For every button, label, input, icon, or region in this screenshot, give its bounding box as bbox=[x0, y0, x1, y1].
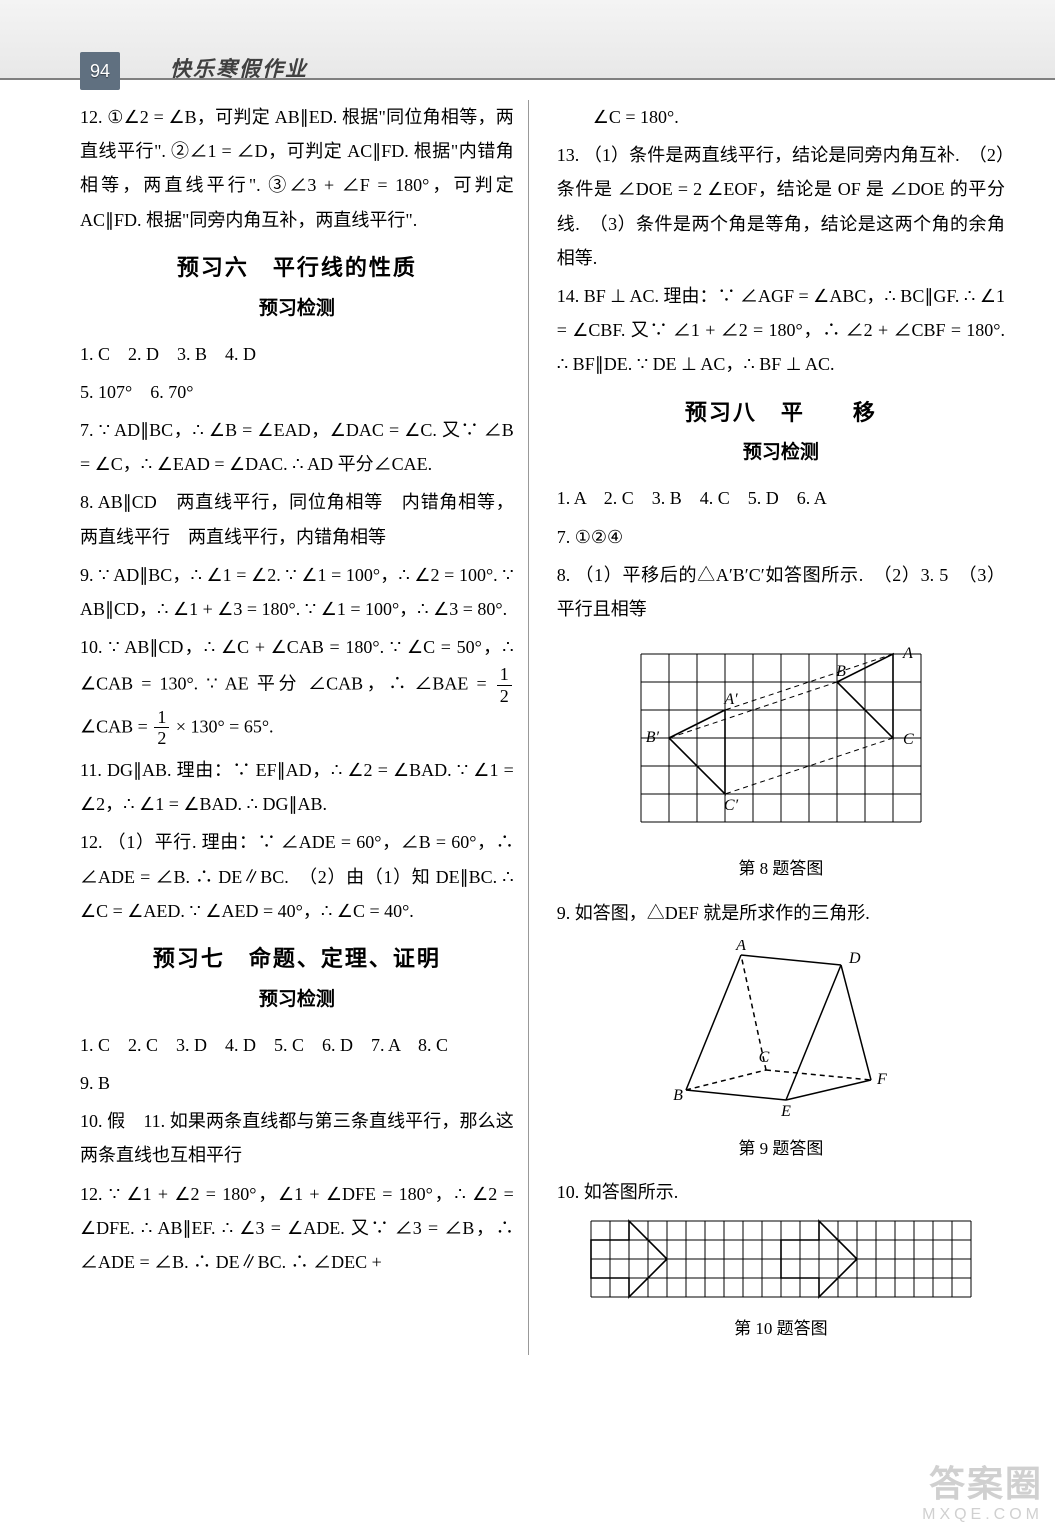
left-column: 12. ①∠2 = ∠B，可判定 AB∥ED. 根据"同位角相等，两直线平行".… bbox=[80, 100, 529, 1355]
frac-half-1: 12 bbox=[497, 664, 512, 706]
fig10-svg bbox=[589, 1219, 973, 1299]
watermark: 答案圈 MXQE.COM bbox=[922, 1462, 1043, 1524]
svg-text:A: A bbox=[735, 940, 746, 954]
fig8-svg: A B C A′ B′ C′ bbox=[623, 636, 939, 840]
figure-9: A B C D E F 第 9 题答图 bbox=[557, 940, 1005, 1165]
s7-q10-11: 10. 假 11. 如果两条直线都与第三条直线平行，那么这两条直线也互相平行 bbox=[80, 1104, 514, 1172]
book-title: 快乐寒假作业 bbox=[170, 50, 308, 90]
s8-q9: 9. 如答图，△DEF 就是所求作的三角形. bbox=[557, 896, 1005, 930]
s6-q10-a: 10. ∵ AB∥CD，∴ ∠C + ∠CAB = 180°. ∵ ∠C = 5… bbox=[80, 637, 514, 694]
svg-text:C: C bbox=[903, 731, 914, 748]
svg-text:F: F bbox=[876, 1071, 887, 1088]
svg-text:B′: B′ bbox=[646, 729, 660, 746]
svg-text:C′: C′ bbox=[724, 797, 739, 814]
figure-10: 第 10 题答图 bbox=[557, 1219, 1005, 1344]
s7-line2: 9. B bbox=[80, 1066, 514, 1100]
page-body: 12. ①∠2 = ∠B，可判定 AB∥ED. 根据"同位角相等，两直线平行".… bbox=[0, 80, 1055, 1385]
s8-q10: 10. 如答图所示. bbox=[557, 1175, 1005, 1209]
s7-q12: 12. ∵ ∠1 + ∠2 = 180°，∠1 + ∠DFE = 180°，∴ … bbox=[80, 1177, 514, 1280]
svg-text:A: A bbox=[902, 645, 913, 662]
s6-q11: 11. DG∥AB. 理由：∵ EF∥AD，∴ ∠2 = ∠BAD. ∵ ∠1 … bbox=[80, 753, 514, 821]
watermark-small: MXQE.COM bbox=[922, 1505, 1043, 1524]
section8-title: 预习八 平 移 bbox=[557, 392, 1005, 434]
svg-text:D: D bbox=[848, 950, 861, 967]
s6-q7: 7. ∵ AD∥BC，∴ ∠B = ∠EAD，∠DAC = ∠C. 又∵ ∠B … bbox=[80, 413, 514, 481]
s8-line1: 1. A 2. C 3. B 4. C 5. D 6. A bbox=[557, 481, 1005, 515]
s6-line1: 1. C 2. D 3. B 4. D bbox=[80, 337, 514, 371]
s8-line2: 7. ①②④ bbox=[557, 520, 1005, 554]
fig9-caption: 第 9 题答图 bbox=[557, 1133, 1005, 1165]
s6-line2: 5. 107° 6. 70° bbox=[80, 375, 514, 409]
s8-q8: 8. （1）平移后的△A′B′C′如答图所示. （2）3. 5 （3）平行且相等 bbox=[557, 558, 1005, 626]
svg-text:C: C bbox=[759, 1049, 770, 1066]
s6-q12: 12. （1）平行. 理由：∵ ∠ADE = 60°，∠B = 60°，∴ ∠A… bbox=[80, 825, 514, 928]
q14: 14. BF ⊥ AC. 理由：∵ ∠AGF = ∠ABC，∴ BC∥GF. ∴… bbox=[557, 279, 1005, 382]
svg-text:A′: A′ bbox=[723, 691, 738, 708]
section6-sub: 预习检测 bbox=[80, 291, 514, 327]
q12: 12. ①∠2 = ∠B，可判定 AB∥ED. 根据"同位角相等，两直线平行".… bbox=[80, 100, 514, 237]
s6-q10-b: ∠CAB = bbox=[80, 716, 148, 736]
watermark-big: 答案圈 bbox=[922, 1462, 1043, 1505]
s6-q10-c: × 130° = 65°. bbox=[176, 716, 274, 736]
figure-8: A B C A′ B′ C′ 第 8 题答图 bbox=[557, 636, 1005, 885]
page-header: 94 快乐寒假作业 bbox=[0, 0, 1055, 80]
s6-q8: 8. AB∥CD 两直线平行，同位角相等 内错角相等，两直线平行 两直线平行，内… bbox=[80, 485, 514, 553]
fig8-caption: 第 8 题答图 bbox=[557, 853, 1005, 885]
s6-q10: 10. ∵ AB∥CD，∴ ∠C + ∠CAB = 180°. ∵ ∠C = 5… bbox=[80, 630, 514, 749]
svg-text:B: B bbox=[673, 1087, 683, 1104]
fig9-svg: A B C D E F bbox=[671, 940, 891, 1120]
section6-title: 预习六 平行线的性质 bbox=[80, 247, 514, 289]
frac-half-2: 12 bbox=[154, 707, 169, 749]
page-number: 94 bbox=[80, 52, 120, 90]
svg-text:E: E bbox=[780, 1103, 791, 1120]
q13: 13. （1）条件是两直线平行，结论是同旁内角互补. （2）条件是 ∠DOE =… bbox=[557, 138, 1005, 275]
svg-text:B: B bbox=[836, 663, 846, 680]
section7-title: 预习七 命题、定理、证明 bbox=[80, 938, 514, 980]
s7-line1: 1. C 2. C 3. D 4. D 5. C 6. D 7. A 8. C bbox=[80, 1028, 514, 1062]
fig10-caption: 第 10 题答图 bbox=[557, 1313, 1005, 1345]
section7-sub: 预习检测 bbox=[80, 982, 514, 1018]
cont1: ∠C = 180°. bbox=[557, 100, 1005, 134]
right-column: ∠C = 180°. 13. （1）条件是两直线平行，结论是同旁内角互补. （2… bbox=[557, 100, 1005, 1355]
s6-q9: 9. ∵ AD∥BC，∴ ∠1 = ∠2. ∵ ∠1 = 100°，∴ ∠2 =… bbox=[80, 558, 514, 626]
section8-sub: 预习检测 bbox=[557, 435, 1005, 471]
